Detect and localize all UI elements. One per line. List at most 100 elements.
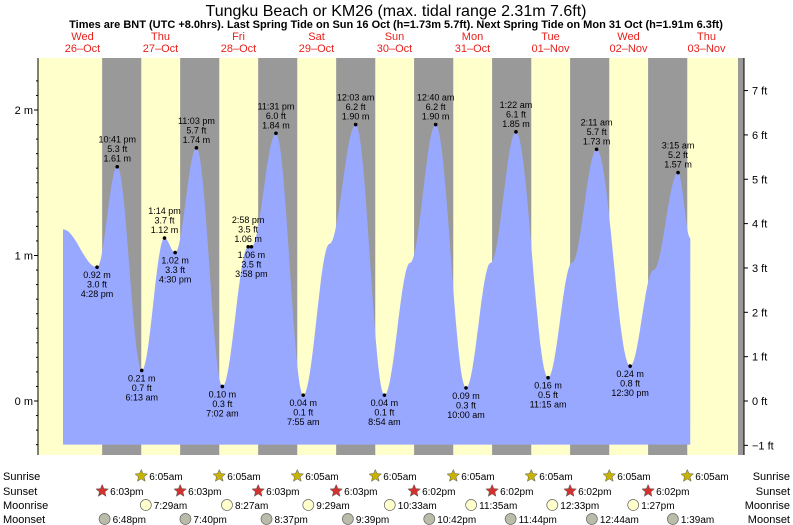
y-tick-label-m: 0 m	[15, 396, 33, 408]
tide-point	[246, 244, 250, 249]
tide-label: 3.5 ft	[238, 224, 259, 234]
moonrise-time: 12:33pm	[560, 501, 599, 512]
tide-label: 0.04 m	[289, 398, 317, 408]
sunrise-time: 6:05am	[227, 472, 260, 483]
moonset-label-left: Moonset	[3, 514, 45, 525]
sunrise-label-right: Sunrise	[753, 471, 790, 483]
tide-point	[249, 244, 254, 249]
y-tick-label-ft: 1 ft	[752, 352, 767, 364]
tide-label: 0.16 m	[534, 381, 562, 391]
astro-rows: Sunrise Sunrise 6:05am 6:05am 6:05am 6:05am 6:…	[3, 468, 790, 525]
sunset-icon	[485, 483, 499, 497]
tide-point	[95, 265, 99, 269]
tide-label: 7:02 am	[206, 408, 239, 418]
tide-label: 1.61 m	[103, 154, 131, 164]
tide-label: 1.84 m	[262, 120, 290, 130]
tide-label: 3.5 ft	[241, 259, 262, 269]
sunset-label-left: Sunset	[3, 486, 37, 498]
tide-point	[353, 122, 358, 127]
sunrise-time: 6:05am	[149, 472, 182, 483]
sunset-time: 6:02pm	[656, 487, 689, 498]
tide-label: 2:58 pm	[232, 215, 265, 225]
moonset-icon	[98, 513, 111, 525]
tide-label: 6.0 ft	[266, 111, 287, 121]
tide-label: 7:55 am	[287, 417, 320, 427]
sunset-icon	[407, 483, 421, 497]
tide-point	[220, 384, 225, 389]
tide-point	[194, 146, 199, 150]
axes: 0 m 1 m 2 m −1 ft 0 ft 1 ft 2 ft 3 ft 4 ft 5 ft 6 …	[15, 58, 774, 455]
tide-label: 10:41 pm	[98, 135, 136, 145]
sunrise-icon	[212, 468, 227, 482]
sunset-time: 6:03pm	[110, 487, 143, 498]
tide-point	[115, 164, 120, 169]
moonset-label-right: Moonset	[748, 514, 790, 525]
day-label-dow: Sun	[385, 31, 405, 43]
moonset-time: 10:42pm	[437, 515, 476, 525]
sunrise-time: 6:05am	[461, 472, 494, 483]
tide-label: 0.1 ft	[374, 408, 395, 418]
right-edge-band	[738, 58, 744, 455]
tide-label: 1.06 m	[234, 234, 262, 244]
tide-label: 1.02 m	[161, 256, 189, 266]
sunrise-label-left: Sunrise	[3, 471, 40, 483]
sunrise-icon	[524, 468, 539, 482]
tide-label: 5.2 ft	[668, 150, 689, 160]
day-label-date: 26–Oct	[65, 43, 100, 55]
y-tick-label-m: 1 m	[15, 251, 33, 263]
tide-point	[139, 368, 144, 373]
moonrise-icon	[627, 499, 640, 511]
moonrise-time: 1:27pm	[641, 501, 674, 512]
tide-area	[63, 124, 691, 445]
sunset-icon	[173, 483, 187, 497]
tide-point	[514, 130, 518, 134]
sunrise-time: 6:05am	[617, 472, 650, 483]
tide-label: 0.3 ft	[456, 400, 477, 410]
sunset-icon	[563, 483, 577, 497]
tide-label: 0.1 ft	[293, 408, 314, 418]
sunset-time: 6:03pm	[344, 487, 377, 498]
tide-label: 1.73 m	[583, 136, 611, 146]
tide-label: 0.3 ft	[212, 399, 233, 409]
day-label-date: 28–Oct	[221, 43, 256, 55]
moonset-time: 11:44pm	[519, 515, 557, 525]
day-label-date: 31–Oct	[455, 43, 490, 55]
sunrise-icon	[368, 468, 383, 482]
y-tick-label-m: 2 m	[15, 105, 33, 117]
sunset-icon	[641, 483, 655, 497]
moonset-icon	[667, 513, 679, 525]
moonset-icon	[423, 513, 436, 525]
tide-label: 11:03 pm	[178, 116, 215, 126]
tide-label: 0.10 m	[209, 389, 237, 399]
tide-label: 1.90 m	[342, 112, 370, 122]
sunrise-time: 6:05am	[305, 472, 338, 483]
tide-point	[676, 170, 680, 175]
day-label-date: 03–Nov	[688, 43, 726, 55]
tide-point	[274, 131, 278, 136]
sunrise-time: 6:05am	[695, 472, 728, 483]
sunset-time: 6:03pm	[266, 487, 299, 498]
sunset-time: 6:02pm	[500, 487, 533, 498]
tide-label: 12:40 am	[417, 93, 455, 103]
sunset-time: 6:02pm	[578, 487, 611, 498]
tide-label: 6.2 ft	[426, 102, 447, 112]
moonrise-time: 10:33am	[398, 501, 437, 512]
chart-subtitle: Times are BNT (UTC +8.0hrs). Last Spring…	[69, 19, 723, 31]
tide-label: 12:30 pm	[611, 388, 649, 398]
moonset-time: 6:48pm	[113, 515, 146, 525]
sunrise-icon	[680, 468, 695, 482]
y-tick-label-ft: −1 ft	[752, 440, 774, 452]
tide-point	[173, 250, 177, 255]
chart-title: Tungku Beach or KM26 (max. tidal range 2…	[206, 3, 587, 20]
moonrise-label-right: Moonrise	[745, 500, 790, 512]
tide-point	[464, 386, 468, 390]
sunrise-icon	[290, 468, 305, 482]
moonrise-icon	[465, 499, 477, 511]
day-label-date: 02–Nov	[610, 43, 648, 55]
tide-label: 0.92 m	[83, 270, 111, 280]
day-label-dow: Wed	[71, 31, 93, 43]
sunset-icon	[251, 483, 265, 497]
tide-label: 3.3 ft	[165, 265, 186, 275]
day-label-date: 29–Oct	[299, 43, 334, 55]
day-label-dow: Wed	[617, 31, 639, 43]
